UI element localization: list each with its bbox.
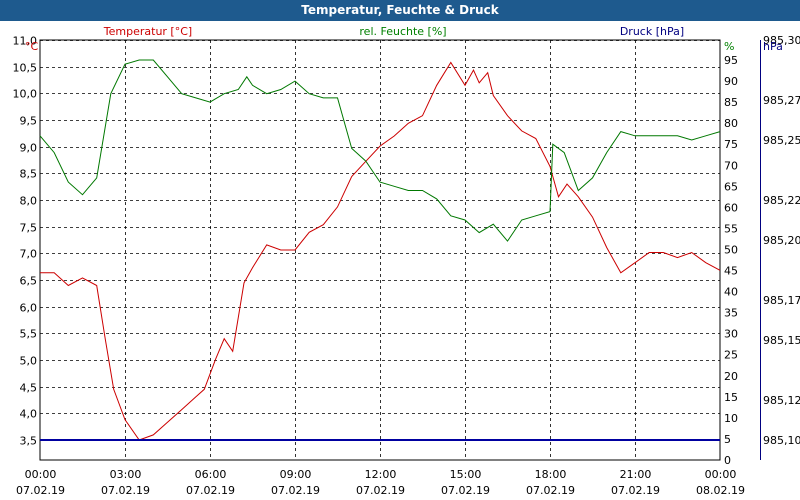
y-tick-label-right: 30 — [724, 328, 738, 341]
x-tick-label-time: 18:00 — [535, 468, 567, 481]
y-tick-label-right: 5 — [724, 433, 731, 446]
y-tick-label-right: 65 — [724, 180, 738, 193]
x-tick-label-date: 07.02.19 — [16, 484, 65, 497]
y-tick-label-right: 40 — [724, 286, 738, 299]
y-tick-label-pressure: 985,15 — [763, 334, 800, 347]
y-tick-label-left: 7,0 — [20, 248, 38, 261]
legend-humidity: rel. Feuchte [%] — [359, 25, 446, 38]
y-tick-label-left: 6,5 — [20, 275, 38, 288]
y-tick-label-right: 95 — [724, 54, 738, 67]
y-tick-label-left: 5,0 — [20, 355, 38, 368]
plot-border — [39, 39, 721, 461]
y-tick-label-left: 8,5 — [20, 168, 38, 181]
x-tick-label-time: 03:00 — [110, 468, 142, 481]
y-tick-label-pressure: 985,30 — [763, 34, 800, 47]
x-tick-label-time: 12:00 — [365, 468, 397, 481]
y-tick-label-left: 5,5 — [20, 328, 38, 341]
y-tick-label-left: 3,5 — [20, 435, 38, 448]
y-tick-label-right: 80 — [724, 117, 738, 130]
legend-pressure: Druck [hPa] — [620, 25, 684, 38]
y-tick-label-right: 70 — [724, 159, 738, 172]
right-axis-unit: % — [724, 40, 734, 53]
x-tick-label-date: 07.02.19 — [271, 484, 320, 497]
x-tick-label-time: 15:00 — [450, 468, 482, 481]
y-tick-label-right: 20 — [724, 370, 738, 383]
y-tick-label-left: 9,5 — [20, 115, 38, 128]
x-tick-label-time: 00:00 — [705, 468, 737, 481]
pressure-axis-unit: hPa — [763, 40, 783, 53]
y-tick-label-pressure: 985,27 — [763, 94, 800, 107]
y-tick-label-right: 85 — [724, 96, 738, 109]
y-tick-label-left: 6,0 — [20, 302, 38, 315]
legend-temperature: Temperatur [°C] — [103, 25, 192, 38]
y-tick-label-left: 4,0 — [20, 408, 38, 421]
y-tick-label-right: 45 — [724, 265, 738, 278]
x-tick-label-time: 21:00 — [620, 468, 652, 481]
y-tick-label-right: 60 — [724, 201, 738, 214]
y-tick-label-right: 50 — [724, 243, 738, 256]
left-axis-unit: °C — [25, 40, 39, 53]
y-tick-label-left: 7,5 — [20, 222, 38, 235]
y-tick-label-left: 8,0 — [20, 195, 38, 208]
series-line-temperature — [40, 61, 721, 441]
y-tick-label-pressure: 985,10 — [763, 434, 800, 447]
y-tick-label-right: 25 — [724, 349, 738, 362]
x-tick-label-time: 06:00 — [195, 468, 227, 481]
y-tick-label-right: 35 — [724, 307, 738, 320]
series-line-humidity — [39, 59, 721, 242]
x-tick-label-date: 07.02.19 — [526, 484, 575, 497]
y-tick-label-left: 9,0 — [20, 142, 38, 155]
y-tick-label-right: 75 — [724, 138, 738, 151]
y-tick-label-left: 11,0 — [13, 35, 38, 48]
y-tick-label-right: 15 — [724, 391, 738, 404]
y-tick-label-pressure: 985,22 — [763, 194, 800, 207]
y-tick-label-left: 4,5 — [20, 382, 38, 395]
x-tick-label-time: 09:00 — [280, 468, 312, 481]
x-tick-label-time: 00:00 — [25, 468, 57, 481]
y-tick-label-left: 10,5 — [13, 62, 38, 75]
chart-title: Temperatur, Feuchte & Druck — [0, 0, 800, 21]
y-tick-label-pressure: 985,20 — [763, 234, 800, 247]
y-tick-label-right: 0 — [724, 454, 731, 467]
y-tick-label-pressure: 985,12 — [763, 394, 800, 407]
y-tick-label-pressure: 985,25 — [763, 134, 800, 147]
x-tick-label-date: 08.02.19 — [696, 484, 745, 497]
x-tick-label-date: 07.02.19 — [441, 484, 490, 497]
y-tick-label-right: 55 — [724, 222, 738, 235]
y-tick-label-right: 10 — [724, 412, 738, 425]
y-tick-label-pressure: 985,17 — [763, 294, 800, 307]
x-tick-label-date: 07.02.19 — [186, 484, 235, 497]
y-tick-label-left: 10,0 — [13, 88, 38, 101]
x-tick-label-date: 07.02.19 — [611, 484, 660, 497]
y-tick-label-right: 90 — [724, 75, 738, 88]
x-tick-label-date: 07.02.19 — [356, 484, 405, 497]
x-tick-label-date: 07.02.19 — [101, 484, 150, 497]
